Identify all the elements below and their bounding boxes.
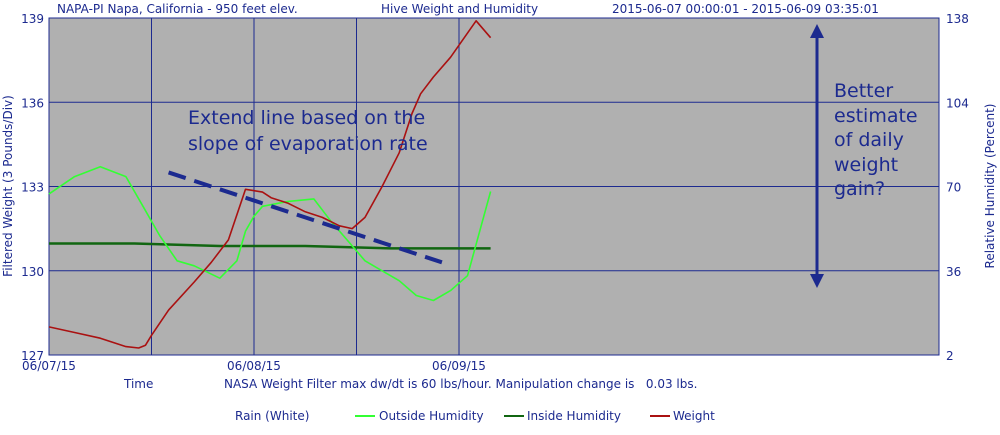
chart-title: Hive Weight and Humidity	[381, 2, 538, 16]
x-axis-label: Time	[123, 377, 153, 391]
legend-label-outside-humidity: Outside Humidity	[379, 409, 484, 423]
y-tick-label: 139	[21, 12, 44, 26]
annotation-estimate-3: of daily	[834, 129, 904, 151]
y-tick-label: 133	[21, 181, 44, 195]
annotation-extend-line-2: slope of evaporation rate	[188, 133, 428, 155]
y2-tick-label: 36	[946, 265, 961, 279]
plot-border	[48, 17, 940, 356]
legend-label-rain: Rain (White)	[235, 409, 309, 423]
series-inside-humidity	[49, 242, 491, 250]
station-label: NAPA-PI Napa, California - 950 feet elev…	[57, 2, 298, 16]
series-outside-humidity	[48, 165, 492, 302]
annotation-estimate-4: weight	[834, 154, 898, 176]
axis-layer: 127 130 133 136 139 2 36 70 104 138 06/07/15 06/08/…	[21, 12, 969, 373]
y2-tick-label: 70	[946, 181, 961, 195]
x-tick-label: 06/08/15	[227, 359, 281, 373]
y2-axis-label: Relative Humidity (Percent)	[983, 104, 997, 269]
y2-tick-label: 138	[946, 12, 969, 26]
annotation-dashed-line	[167, 170, 443, 265]
annotation-extend-line-1: Extend line based on the	[188, 107, 425, 129]
filter-note: NASA Weight Filter max dw/dt is 60 lbs/h…	[224, 377, 697, 391]
legend-label-weight: Weight	[673, 409, 715, 423]
x-tick-label: 06/07/15	[22, 359, 76, 373]
annotation-arrow-head-up	[810, 24, 824, 38]
y2-tick-label: 2	[946, 349, 954, 363]
annotation-estimate-5: gain?	[834, 178, 885, 200]
y-axis-label: Filtered Weight (3 Pounds/Div)	[1, 95, 15, 277]
y-tick-label: 136	[21, 96, 44, 110]
annotation-arrow-head-down	[810, 274, 824, 288]
annotation-layer	[167, 24, 824, 288]
y-tick-label: 127	[21, 349, 44, 363]
x-tick-label: 06/09/15	[432, 359, 486, 373]
y-tick-label: 130	[21, 265, 44, 279]
legend-label-inside-humidity: Inside Humidity	[527, 409, 621, 423]
y2-tick-label: 104	[946, 96, 969, 110]
grid	[48, 17, 940, 356]
annotation-estimate-1: Better	[834, 80, 893, 102]
annotation-estimate-2: estimate	[834, 105, 918, 127]
series-layer	[48, 19, 492, 349]
legend: Rain (White) Outside Humidity Inside Hum…	[212, 409, 715, 423]
date-range-label: 2015-06-07 00:00:01 - 2015-06-09 03:35:0…	[612, 2, 879, 16]
series-weight	[48, 19, 492, 349]
